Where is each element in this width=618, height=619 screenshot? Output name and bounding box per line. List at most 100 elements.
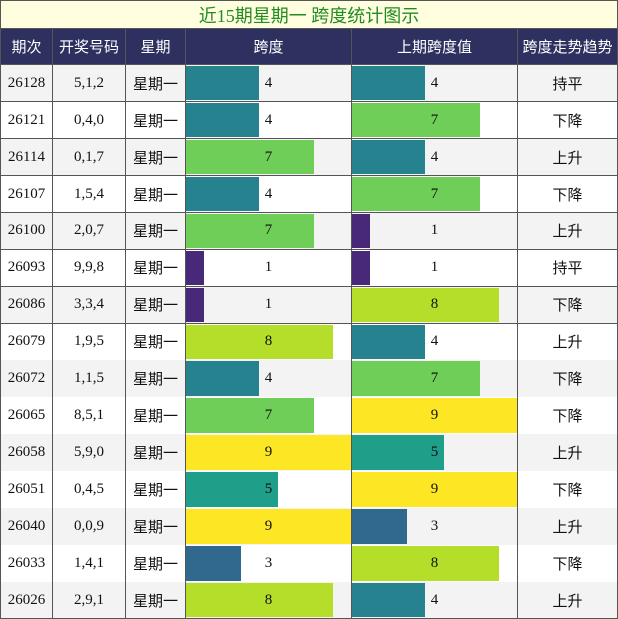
period-cell: 26093 [0,249,53,288]
bar-label: 8 [430,296,439,313]
bar-cell: 4 [186,175,352,214]
bar-label: 7 [430,185,439,202]
bar-cell: 9 [186,508,352,546]
bar-label: 4 [430,74,439,91]
bar-cell: 1 [352,212,518,251]
bar-label: 7 [264,148,273,165]
trend-cell: 上升 [518,582,618,619]
weekday-cell: 星期一 [126,138,186,177]
period-cell: 26065 [0,397,53,435]
bar-cell: 8 [352,545,518,583]
bar [352,435,444,470]
trend-cell: 下降 [518,175,618,214]
bar [352,66,426,101]
weekday-cell: 星期一 [126,323,186,361]
trend-cell: 下降 [518,471,618,509]
bar [352,583,426,618]
period-cell: 26026 [0,582,53,619]
trend-cell: 上升 [518,138,618,177]
bar [186,250,205,286]
bar-label: 4 [430,591,439,608]
bar-label: 8 [430,554,439,571]
numbers-cell: 5,9,0 [53,434,126,472]
bar-label: 7 [430,111,439,128]
bar-cell: 4 [352,323,518,361]
bar-label: 5 [430,444,439,461]
weekday-cell: 星期一 [126,397,186,435]
bar [186,287,205,323]
period-cell: 26079 [0,323,53,361]
period-cell: 26058 [0,434,53,472]
bar-label: 8 [264,591,273,608]
bar-label: 8 [264,333,273,350]
bar-cell: 7 [186,138,352,177]
bar-cell: 3 [352,508,518,546]
bar-label: 9 [430,407,439,424]
title: 近15期星期一 跨度统计图示 [0,0,618,29]
weekday-cell: 星期一 [126,286,186,325]
numbers-cell: 8,5,1 [53,397,126,435]
bar [352,287,499,323]
bar [186,324,333,359]
bar [352,472,517,507]
numbers-cell: 2,9,1 [53,582,126,619]
numbers-cell: 3,3,4 [53,286,126,325]
trend-cell: 下降 [518,360,618,398]
weekday-cell: 星期一 [126,101,186,140]
numbers-cell: 1,9,5 [53,323,126,361]
header-cell: 跨度走势趋势 [518,29,618,65]
bar-cell: 1 [186,286,352,325]
bar [186,546,241,581]
trend-cell: 下降 [518,101,618,140]
bar-cell: 7 [352,175,518,214]
bar-cell: 7 [186,212,352,251]
numbers-cell: 1,4,1 [53,545,126,583]
bar-label: 4 [264,74,273,91]
bar-cell: 9 [352,471,518,509]
bar-cell: 9 [186,434,352,472]
bar-cell: 4 [352,65,518,103]
period-cell: 26086 [0,286,53,325]
bar-label: 1 [430,222,439,239]
bar-label: 7 [264,407,273,424]
bar-label: 1 [430,259,439,276]
header-cell: 上期跨度值 [352,29,518,65]
period-cell: 26040 [0,508,53,546]
bar-cell: 5 [186,471,352,509]
weekday-cell: 星期一 [126,434,186,472]
weekday-cell: 星期一 [126,582,186,619]
period-cell: 26072 [0,360,53,398]
trend-cell: 上升 [518,508,618,546]
period-cell: 26100 [0,212,53,251]
bar [186,213,315,249]
numbers-cell: 1,5,4 [53,175,126,214]
header-cell: 开奖号码 [53,29,126,65]
trend-cell: 上升 [518,434,618,472]
bar-label: 1 [264,259,273,276]
bar [352,250,371,286]
bar-label: 9 [264,444,273,461]
bar [186,139,315,175]
bar [186,509,351,544]
bar [186,435,351,470]
bar [352,398,517,433]
bar-label: 3 [264,554,273,571]
numbers-cell: 0,1,7 [53,138,126,177]
bar-cell: 9 [352,397,518,435]
bar [352,509,407,544]
bar-cell: 7 [352,360,518,398]
header-cell: 期次 [0,29,53,65]
header-cell: 星期 [126,29,186,65]
bar-cell: 8 [186,323,352,361]
header-cell: 跨度 [186,29,352,65]
bar-label: 9 [430,480,439,497]
bar [186,176,260,212]
bar-cell: 5 [352,434,518,472]
bar [352,176,481,212]
bar-label: 4 [430,333,439,350]
bar-cell: 8 [186,582,352,619]
numbers-cell: 1,1,5 [53,360,126,398]
bar-label: 4 [264,185,273,202]
numbers-cell: 0,4,5 [53,471,126,509]
